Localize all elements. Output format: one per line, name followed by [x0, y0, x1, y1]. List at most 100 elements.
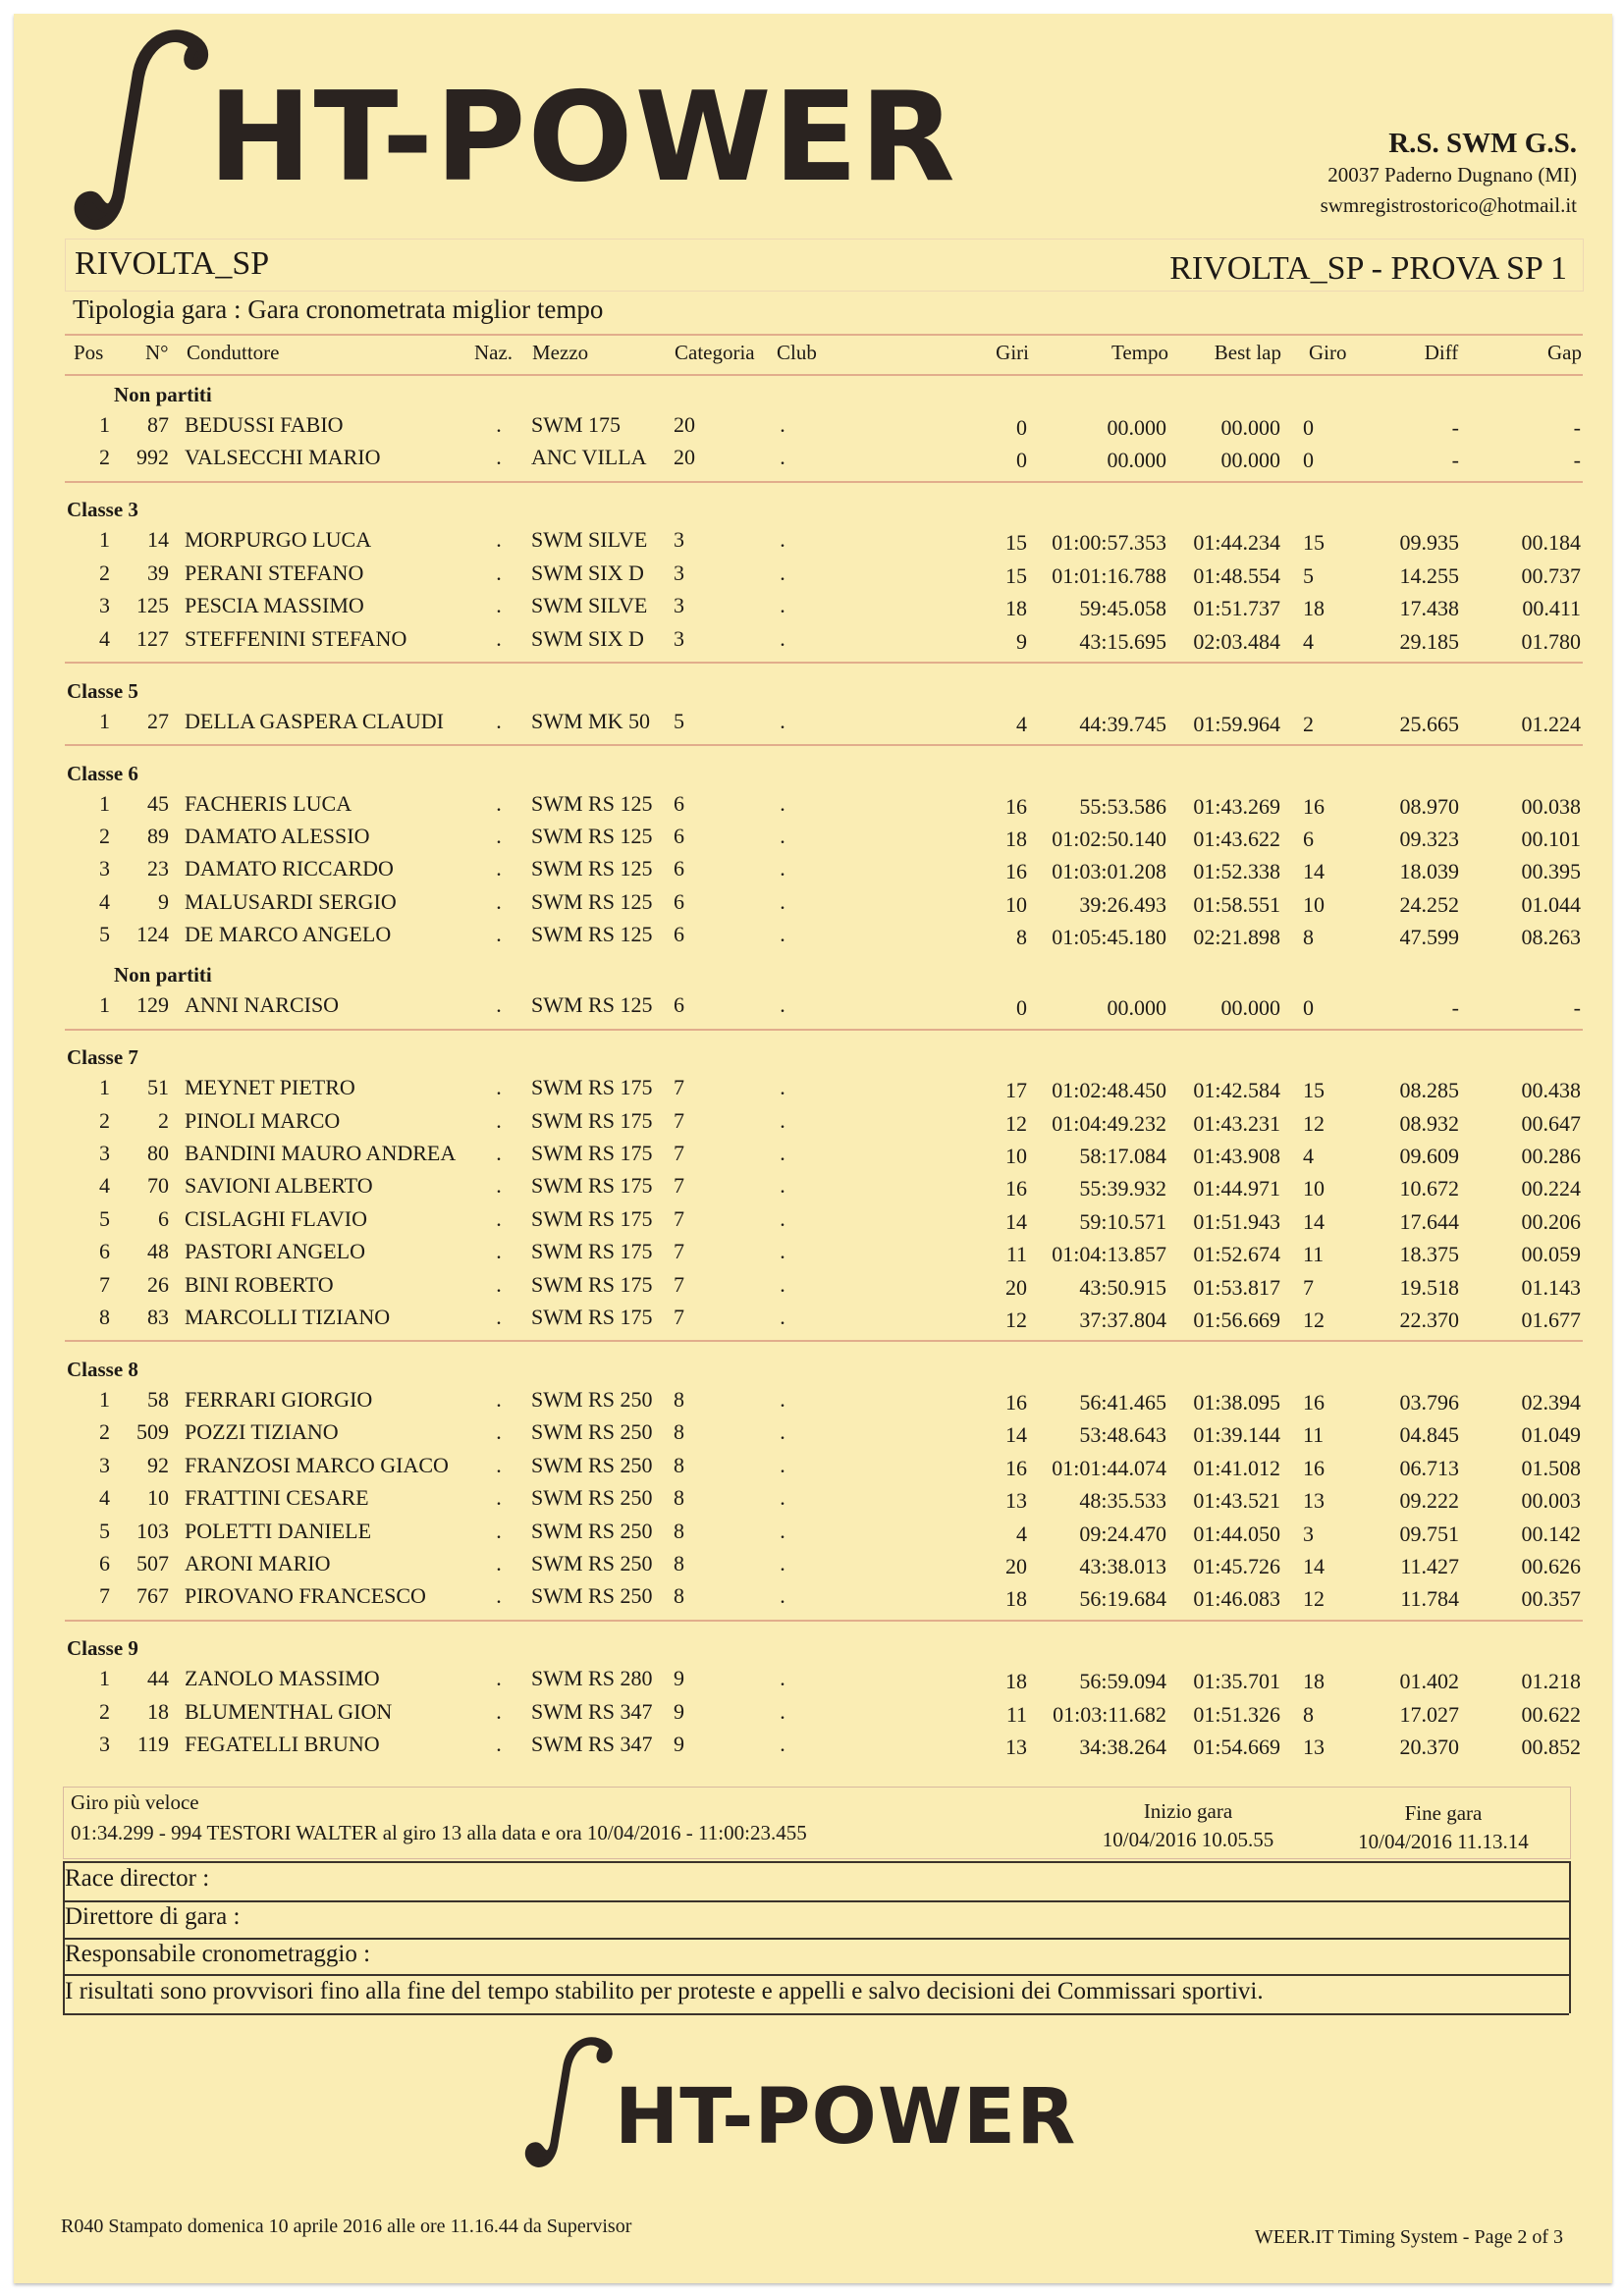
cell-vehicle: SWM RS 250 [531, 1485, 653, 1511]
cell-diff: - [1451, 415, 1459, 440]
cell-best-lap: 02:21.898 [1193, 925, 1280, 950]
cell-number: 27 [147, 708, 169, 733]
cell-vehicle: SWM MK 50 [531, 708, 651, 733]
cell-driver: STEFFENINI STEFANO [185, 625, 407, 651]
column-header: Club [777, 341, 817, 364]
cell-diff: 09.222 [1399, 1488, 1460, 1514]
cell-time: 00.000 [1107, 448, 1167, 473]
cell-diff: 47.599 [1399, 925, 1460, 950]
cell-category: 8 [674, 1485, 684, 1511]
cell-time: 00.000 [1107, 995, 1167, 1021]
section-title: Classe 3 [67, 498, 138, 522]
cell-gap: 01.044 [1521, 891, 1582, 917]
cell-driver: MEYNET PIETRO [185, 1075, 355, 1100]
cell-club: . [780, 992, 785, 1018]
cell-gap: 00.206 [1521, 1208, 1582, 1234]
cell-best-lap-number: 3 [1303, 1521, 1314, 1546]
cell-laps: 9 [1016, 628, 1027, 654]
cell-nation: . [496, 1387, 502, 1412]
cell-nation: . [496, 1485, 502, 1511]
cell-best-lap-number: 5 [1303, 562, 1314, 588]
cell-vehicle: SWM RS 347 [531, 1732, 653, 1757]
cell-category: 6 [674, 790, 684, 816]
cell-laps: 14 [1005, 1422, 1027, 1448]
cell-time: 01:01:44.074 [1052, 1455, 1166, 1480]
cell-best-lap-number: 11 [1303, 1422, 1325, 1448]
section-title: Classe 6 [67, 761, 138, 785]
cell-driver: SAVIONI ALBERTO [185, 1173, 373, 1199]
cell-gap: - [1573, 415, 1581, 440]
cell-nation: . [496, 1205, 502, 1231]
cell-time: 01:03:01.208 [1052, 859, 1166, 884]
cell-time: 01:01:16.788 [1052, 562, 1166, 588]
cell-diff: 18.375 [1399, 1242, 1460, 1267]
cell-club: . [780, 445, 785, 470]
cell-category: 8 [674, 1387, 684, 1412]
cell-nation: . [496, 1666, 502, 1691]
column-header: Conduttore [187, 341, 280, 364]
cell-driver: ARONI MARIO [185, 1551, 331, 1575]
cell-pos: 3 [99, 1141, 110, 1165]
race-director-field: Race director : [65, 1865, 210, 1892]
cell-laps: 16 [1005, 859, 1027, 884]
cell-club: . [780, 1583, 785, 1609]
cell-time: 01:03:11.682 [1053, 1701, 1166, 1727]
cell-time: 43:15.695 [1079, 628, 1166, 654]
cell-nation: . [496, 992, 502, 1018]
cell-number: 92 [147, 1452, 169, 1477]
cell-category: 7 [674, 1173, 684, 1199]
logo-wordmark: HT-POWER [615, 2073, 1077, 2162]
cell-best-lap: 01:43.908 [1193, 1144, 1280, 1168]
cell-diff: 22.370 [1399, 1308, 1460, 1332]
cell-category: 7 [674, 1205, 684, 1231]
cell-number: 51 [147, 1075, 169, 1100]
cell-best-lap-number: 12 [1303, 1586, 1325, 1612]
sign-box-left [63, 1861, 65, 2013]
cell-nation: . [496, 560, 502, 585]
cell-club: . [780, 824, 785, 848]
cell-best-lap-number: 18 [1303, 1669, 1325, 1694]
cell-number: 14 [147, 527, 169, 553]
cell-best-lap: 01:52.338 [1193, 859, 1280, 884]
cell-vehicle: SWM RS 175 [531, 1141, 653, 1165]
cell-vehicle: SWM RS 175 [531, 1205, 653, 1231]
cell-best-lap: 01:35.701 [1193, 1669, 1280, 1694]
cell-gap: 00.395 [1521, 859, 1582, 884]
cell-diff: 06.713 [1399, 1455, 1460, 1480]
cell-driver: POLETTI DANIELE [185, 1518, 372, 1543]
cell-diff: 08.285 [1399, 1078, 1460, 1103]
cell-nation: . [496, 1698, 502, 1724]
cell-club: . [780, 1732, 785, 1757]
cell-laps: 0 [1016, 995, 1027, 1021]
cell-nation: . [496, 445, 502, 470]
cell-driver: POZZI TIZIANO [185, 1419, 339, 1445]
cell-best-lap: 01:46.083 [1193, 1586, 1280, 1612]
cell-vehicle: SWM RS 175 [531, 1075, 653, 1100]
cell-nation: . [496, 1732, 502, 1757]
cell-time: 59:45.058 [1079, 596, 1166, 621]
section-separator [65, 1619, 1583, 1622]
cell-category: 6 [674, 922, 684, 947]
cell-number: 125 [136, 593, 169, 618]
integral-logo-icon [74, 29, 208, 231]
cell-best-lap: 01:51.326 [1193, 1701, 1280, 1727]
cell-best-lap-number: 11 [1303, 1242, 1325, 1267]
cell-best-lap: 01:39.144 [1193, 1422, 1280, 1448]
cell-pos: 5 [99, 922, 110, 947]
cell-laps: 8 [1016, 925, 1027, 950]
fastest-lap-label: Giro più veloce [71, 1790, 199, 1814]
cell-gap: 00.142 [1521, 1521, 1582, 1546]
cell-laps: 0 [1016, 448, 1027, 473]
cell-category: 7 [674, 1239, 684, 1264]
cell-pos: 6 [99, 1551, 110, 1575]
cell-category: 3 [674, 593, 684, 618]
cell-vehicle: SWM RS 175 [531, 1271, 653, 1297]
cell-best-lap-number: 14 [1303, 1554, 1325, 1578]
cell-laps: 20 [1005, 1274, 1027, 1300]
cell-number: 26 [147, 1271, 169, 1297]
cell-vehicle: SWM SILVE [531, 593, 648, 618]
cell-pos: 3 [99, 593, 110, 618]
cell-gap: 00.626 [1521, 1554, 1582, 1578]
cell-best-lap: 02:03.484 [1193, 628, 1280, 654]
cell-best-lap: 00.000 [1220, 448, 1281, 473]
